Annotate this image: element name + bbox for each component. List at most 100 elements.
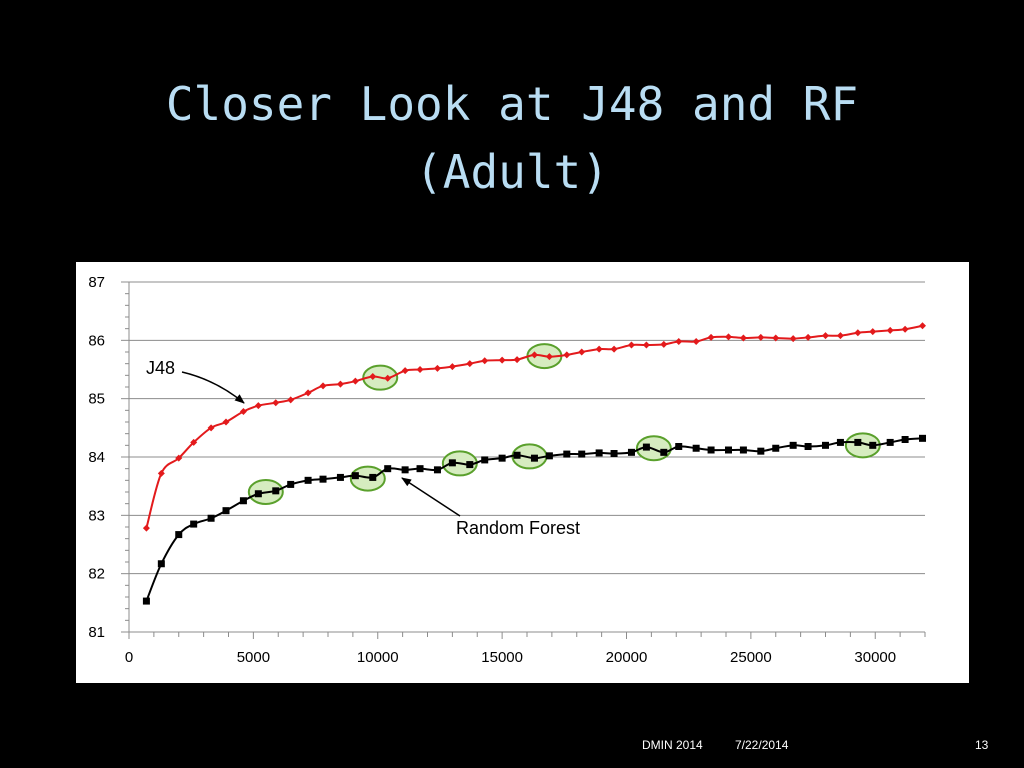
data-point-random-forest: [304, 476, 312, 484]
data-point-random-forest: [384, 465, 392, 473]
x-tick-label: 10000: [357, 649, 399, 666]
highlight-ellipse: [349, 465, 386, 492]
gridlines: [129, 281, 925, 633]
data-point-j48: [854, 329, 862, 337]
annotation-j48-label: J48: [146, 358, 175, 378]
data-point-j48: [757, 333, 765, 341]
data-point-j48: [724, 333, 732, 341]
x-tick-label: 15000: [481, 649, 523, 666]
data-point-j48: [692, 338, 700, 345]
data-point-j48: [142, 524, 150, 532]
data-point-random-forest: [822, 441, 829, 449]
data-point-j48: [498, 356, 506, 364]
data-point-j48: [433, 364, 441, 372]
data-point-j48: [789, 335, 797, 343]
line-chart: 81 82 83 84 85 86 87 0 5000 10000 15000 20000 25000 3…: [88, 274, 927, 666]
data-point-j48: [642, 341, 650, 349]
data-point-j48: [707, 333, 715, 341]
series-layer: [142, 322, 927, 605]
title-line-1: Closer Look at J48 and RF: [165, 77, 859, 131]
data-point-j48: [304, 389, 312, 397]
data-point-random-forest: [642, 443, 650, 451]
data-point-random-forest: [692, 444, 700, 452]
data-point-random-forest: [239, 497, 247, 505]
data-point-random-forest: [757, 447, 765, 455]
data-point-random-forest: [660, 448, 668, 456]
data-point-random-forest: [724, 446, 732, 454]
data-point-random-forest: [142, 597, 150, 605]
x-tick-label: 20000: [606, 649, 648, 666]
data-point-random-forest: [401, 466, 409, 474]
data-point-random-forest: [772, 444, 780, 452]
x-tick-label: 25000: [730, 649, 772, 666]
y-tick-label: 84: [88, 449, 105, 466]
data-point-j48: [287, 396, 295, 404]
data-point-random-forest: [869, 441, 877, 449]
highlight-markers: [247, 343, 881, 505]
data-point-j48: [272, 399, 280, 407]
data-point-j48: [157, 469, 165, 477]
data-point-j48: [563, 351, 571, 359]
data-point-random-forest: [351, 472, 359, 480]
data-point-random-forest: [739, 446, 747, 454]
data-point-random-forest: [610, 450, 618, 457]
data-point-random-forest: [707, 446, 715, 454]
footer-page-number: 13: [975, 738, 989, 752]
data-point-j48: [869, 328, 877, 336]
data-point-j48: [207, 424, 215, 432]
data-point-j48: [384, 374, 392, 382]
data-point-j48: [595, 345, 603, 353]
data-point-random-forest: [175, 531, 183, 539]
data-point-j48: [901, 325, 909, 333]
x-tick-label: 0: [125, 649, 133, 666]
data-point-random-forest: [789, 441, 797, 449]
data-point-random-forest: [416, 465, 424, 473]
data-point-random-forest: [836, 438, 844, 446]
data-point-j48: [739, 334, 747, 342]
y-tick-label: 87: [88, 274, 105, 291]
data-point-j48: [919, 322, 927, 330]
data-point-random-forest: [369, 473, 377, 481]
data-point-random-forest: [272, 487, 280, 495]
data-point-random-forest: [319, 475, 327, 483]
data-point-j48: [545, 353, 553, 361]
data-point-random-forest: [448, 459, 456, 467]
data-point-j48: [319, 382, 327, 390]
data-point-random-forest: [595, 449, 603, 457]
data-point-random-forest: [481, 456, 489, 464]
data-point-j48: [190, 438, 198, 446]
data-point-j48: [627, 341, 635, 349]
data-point-random-forest: [513, 451, 521, 459]
data-point-random-forest: [901, 436, 909, 443]
data-point-j48: [466, 360, 474, 368]
data-point-j48: [886, 326, 894, 334]
annotation-random-forest-arrow: [401, 477, 461, 517]
data-point-random-forest: [222, 507, 230, 515]
y-tick-label: 85: [88, 391, 105, 408]
data-point-random-forest: [563, 450, 571, 458]
data-point-random-forest: [675, 443, 683, 450]
data-point-random-forest: [190, 520, 198, 528]
data-point-j48: [578, 348, 586, 356]
data-point-random-forest: [287, 480, 295, 488]
data-point-random-forest: [498, 454, 506, 462]
data-point-j48: [675, 338, 683, 345]
data-point-j48: [481, 357, 489, 365]
data-point-j48: [822, 332, 829, 340]
annotation-random-forest-label: Random Forest: [456, 518, 580, 538]
axes: 81 82 83 84 85 86 87 0 5000 10000 15000 20000 25000 3…: [88, 274, 926, 666]
data-point-j48: [448, 363, 456, 371]
data-point-j48: [401, 367, 409, 375]
data-point-random-forest: [919, 434, 927, 442]
data-point-random-forest: [466, 461, 474, 469]
data-point-j48: [254, 402, 262, 410]
data-point-j48: [239, 408, 247, 415]
data-point-j48: [530, 351, 538, 359]
footer-conference: DMIN 2014: [642, 738, 703, 752]
data-point-random-forest: [545, 452, 553, 460]
data-point-random-forest: [854, 438, 862, 446]
data-point-random-forest: [804, 443, 812, 450]
data-point-random-forest: [578, 450, 586, 458]
data-point-random-forest: [254, 490, 262, 498]
data-point-random-forest: [433, 466, 441, 474]
